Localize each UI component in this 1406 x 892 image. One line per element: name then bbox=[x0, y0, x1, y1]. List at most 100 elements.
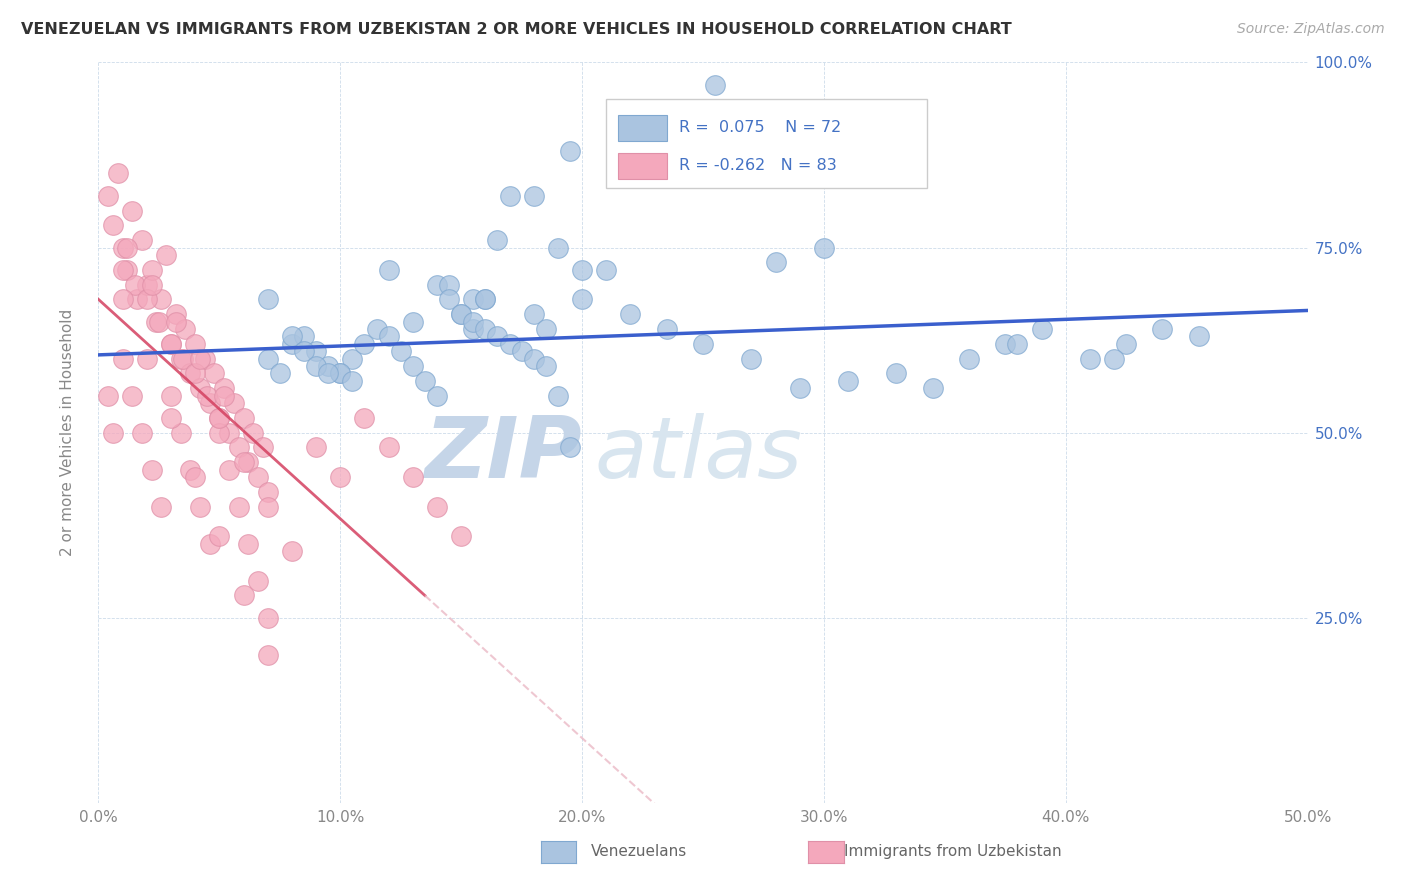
Point bbox=[366, 322, 388, 336]
Point bbox=[474, 293, 496, 307]
Point bbox=[305, 359, 328, 373]
Point bbox=[474, 322, 496, 336]
Bar bbox=[619, 114, 666, 141]
Point bbox=[571, 293, 593, 307]
Point bbox=[1007, 336, 1029, 351]
Point bbox=[117, 262, 139, 277]
Point bbox=[232, 455, 254, 469]
Text: R =  0.075    N = 72: R = 0.075 N = 72 bbox=[679, 120, 841, 135]
Point bbox=[148, 314, 170, 328]
Point bbox=[135, 351, 157, 366]
Point bbox=[1115, 336, 1137, 351]
Text: Source: ZipAtlas.com: Source: ZipAtlas.com bbox=[1237, 22, 1385, 37]
Point bbox=[498, 188, 520, 202]
Point bbox=[353, 410, 375, 425]
Point bbox=[131, 233, 153, 247]
Point bbox=[1078, 351, 1101, 366]
Point bbox=[150, 500, 173, 514]
Point bbox=[228, 500, 250, 514]
Point bbox=[305, 441, 328, 455]
Point bbox=[184, 336, 207, 351]
Point bbox=[238, 536, 260, 550]
Point bbox=[994, 336, 1017, 351]
Point bbox=[292, 344, 315, 359]
Point bbox=[198, 396, 221, 410]
Point bbox=[179, 367, 201, 381]
Point bbox=[160, 388, 183, 402]
Point bbox=[692, 336, 714, 351]
Text: R = -0.262   N = 83: R = -0.262 N = 83 bbox=[679, 158, 837, 173]
Point bbox=[510, 344, 533, 359]
Point bbox=[111, 351, 134, 366]
Point bbox=[571, 262, 593, 277]
Point bbox=[256, 293, 278, 307]
Point bbox=[1102, 351, 1125, 366]
Point bbox=[353, 336, 375, 351]
Point bbox=[402, 470, 425, 484]
FancyBboxPatch shape bbox=[606, 99, 927, 188]
Point bbox=[252, 441, 274, 455]
Point bbox=[486, 329, 509, 343]
Point bbox=[238, 455, 260, 469]
Point bbox=[232, 410, 254, 425]
Text: Venezuelans: Venezuelans bbox=[591, 845, 686, 859]
Point bbox=[281, 329, 304, 343]
Point bbox=[595, 262, 617, 277]
Bar bbox=[619, 153, 666, 179]
Point bbox=[413, 374, 436, 388]
Point bbox=[247, 574, 270, 588]
Point bbox=[957, 351, 980, 366]
Point bbox=[97, 388, 120, 402]
Point bbox=[232, 589, 254, 603]
Point bbox=[619, 307, 641, 321]
Point bbox=[135, 293, 157, 307]
Point bbox=[218, 425, 240, 440]
Point bbox=[1152, 322, 1174, 336]
Point bbox=[222, 396, 245, 410]
Point bbox=[184, 367, 207, 381]
Point bbox=[765, 255, 787, 269]
Point bbox=[523, 188, 546, 202]
Point bbox=[169, 425, 191, 440]
Point bbox=[426, 277, 449, 292]
Point bbox=[256, 351, 278, 366]
Point bbox=[141, 462, 163, 476]
Point bbox=[188, 351, 211, 366]
Point bbox=[195, 388, 218, 402]
Point bbox=[174, 322, 197, 336]
Point bbox=[704, 78, 727, 92]
Point bbox=[837, 374, 859, 388]
Point bbox=[377, 329, 399, 343]
Point bbox=[402, 359, 425, 373]
Point bbox=[131, 425, 153, 440]
Point bbox=[107, 166, 129, 180]
Point bbox=[165, 307, 187, 321]
Point bbox=[389, 344, 412, 359]
Point bbox=[256, 648, 278, 662]
Point bbox=[292, 329, 315, 343]
Point bbox=[228, 441, 250, 455]
Point bbox=[377, 441, 399, 455]
Point bbox=[194, 351, 217, 366]
Point bbox=[740, 351, 762, 366]
Point bbox=[329, 367, 352, 381]
Point bbox=[813, 240, 835, 255]
Point bbox=[212, 381, 235, 395]
Point bbox=[402, 314, 425, 328]
Point bbox=[256, 500, 278, 514]
Point bbox=[523, 351, 546, 366]
Point bbox=[886, 367, 908, 381]
Point bbox=[305, 344, 328, 359]
Point bbox=[269, 367, 291, 381]
Point bbox=[463, 293, 485, 307]
Point bbox=[329, 367, 352, 381]
Point bbox=[111, 293, 134, 307]
Point bbox=[111, 262, 134, 277]
Point bbox=[179, 462, 201, 476]
Point bbox=[218, 462, 240, 476]
Point bbox=[145, 314, 167, 328]
Point bbox=[463, 314, 485, 328]
Point bbox=[437, 293, 460, 307]
Point bbox=[281, 544, 304, 558]
Point bbox=[165, 314, 187, 328]
